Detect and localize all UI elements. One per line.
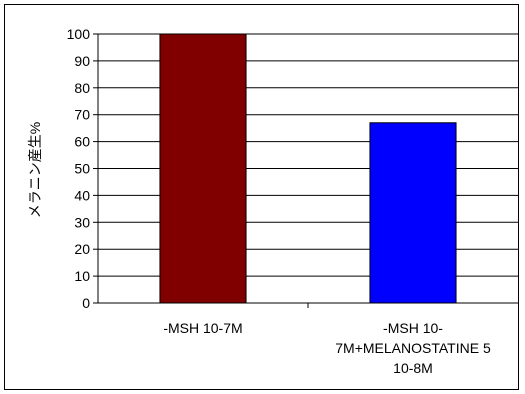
y-tick-label: 90 [74,53,90,69]
x-category-label: -MSH 10-7M+MELANOSTATINE 5 10-8M [335,320,491,376]
x-category-labels: -MSH 10-7M -MSH 10-7M+MELANOSTATINE 5 10-8… [163,303,491,376]
y-tick-label: 50 [74,161,90,177]
y-tick-label: 100 [67,26,91,42]
y-tick-label: 30 [74,214,90,230]
y-tick-label: 10 [74,268,90,284]
bar [369,122,457,304]
y-tick-labels: 0 10 20 30 40 50 60 70 80 90 100 [67,26,98,311]
x-category-label: -MSH 10-7M [163,320,242,336]
y-axis-title: メラニン産生% [27,122,43,218]
y-tick-label: 20 [74,241,90,257]
y-tick-label: 0 [82,295,90,311]
y-tick-label: 60 [74,134,90,150]
y-tick-label: 40 [74,187,90,203]
y-tick-label: 80 [74,80,90,96]
y-tick-label: 70 [74,107,90,123]
bar [159,33,247,304]
